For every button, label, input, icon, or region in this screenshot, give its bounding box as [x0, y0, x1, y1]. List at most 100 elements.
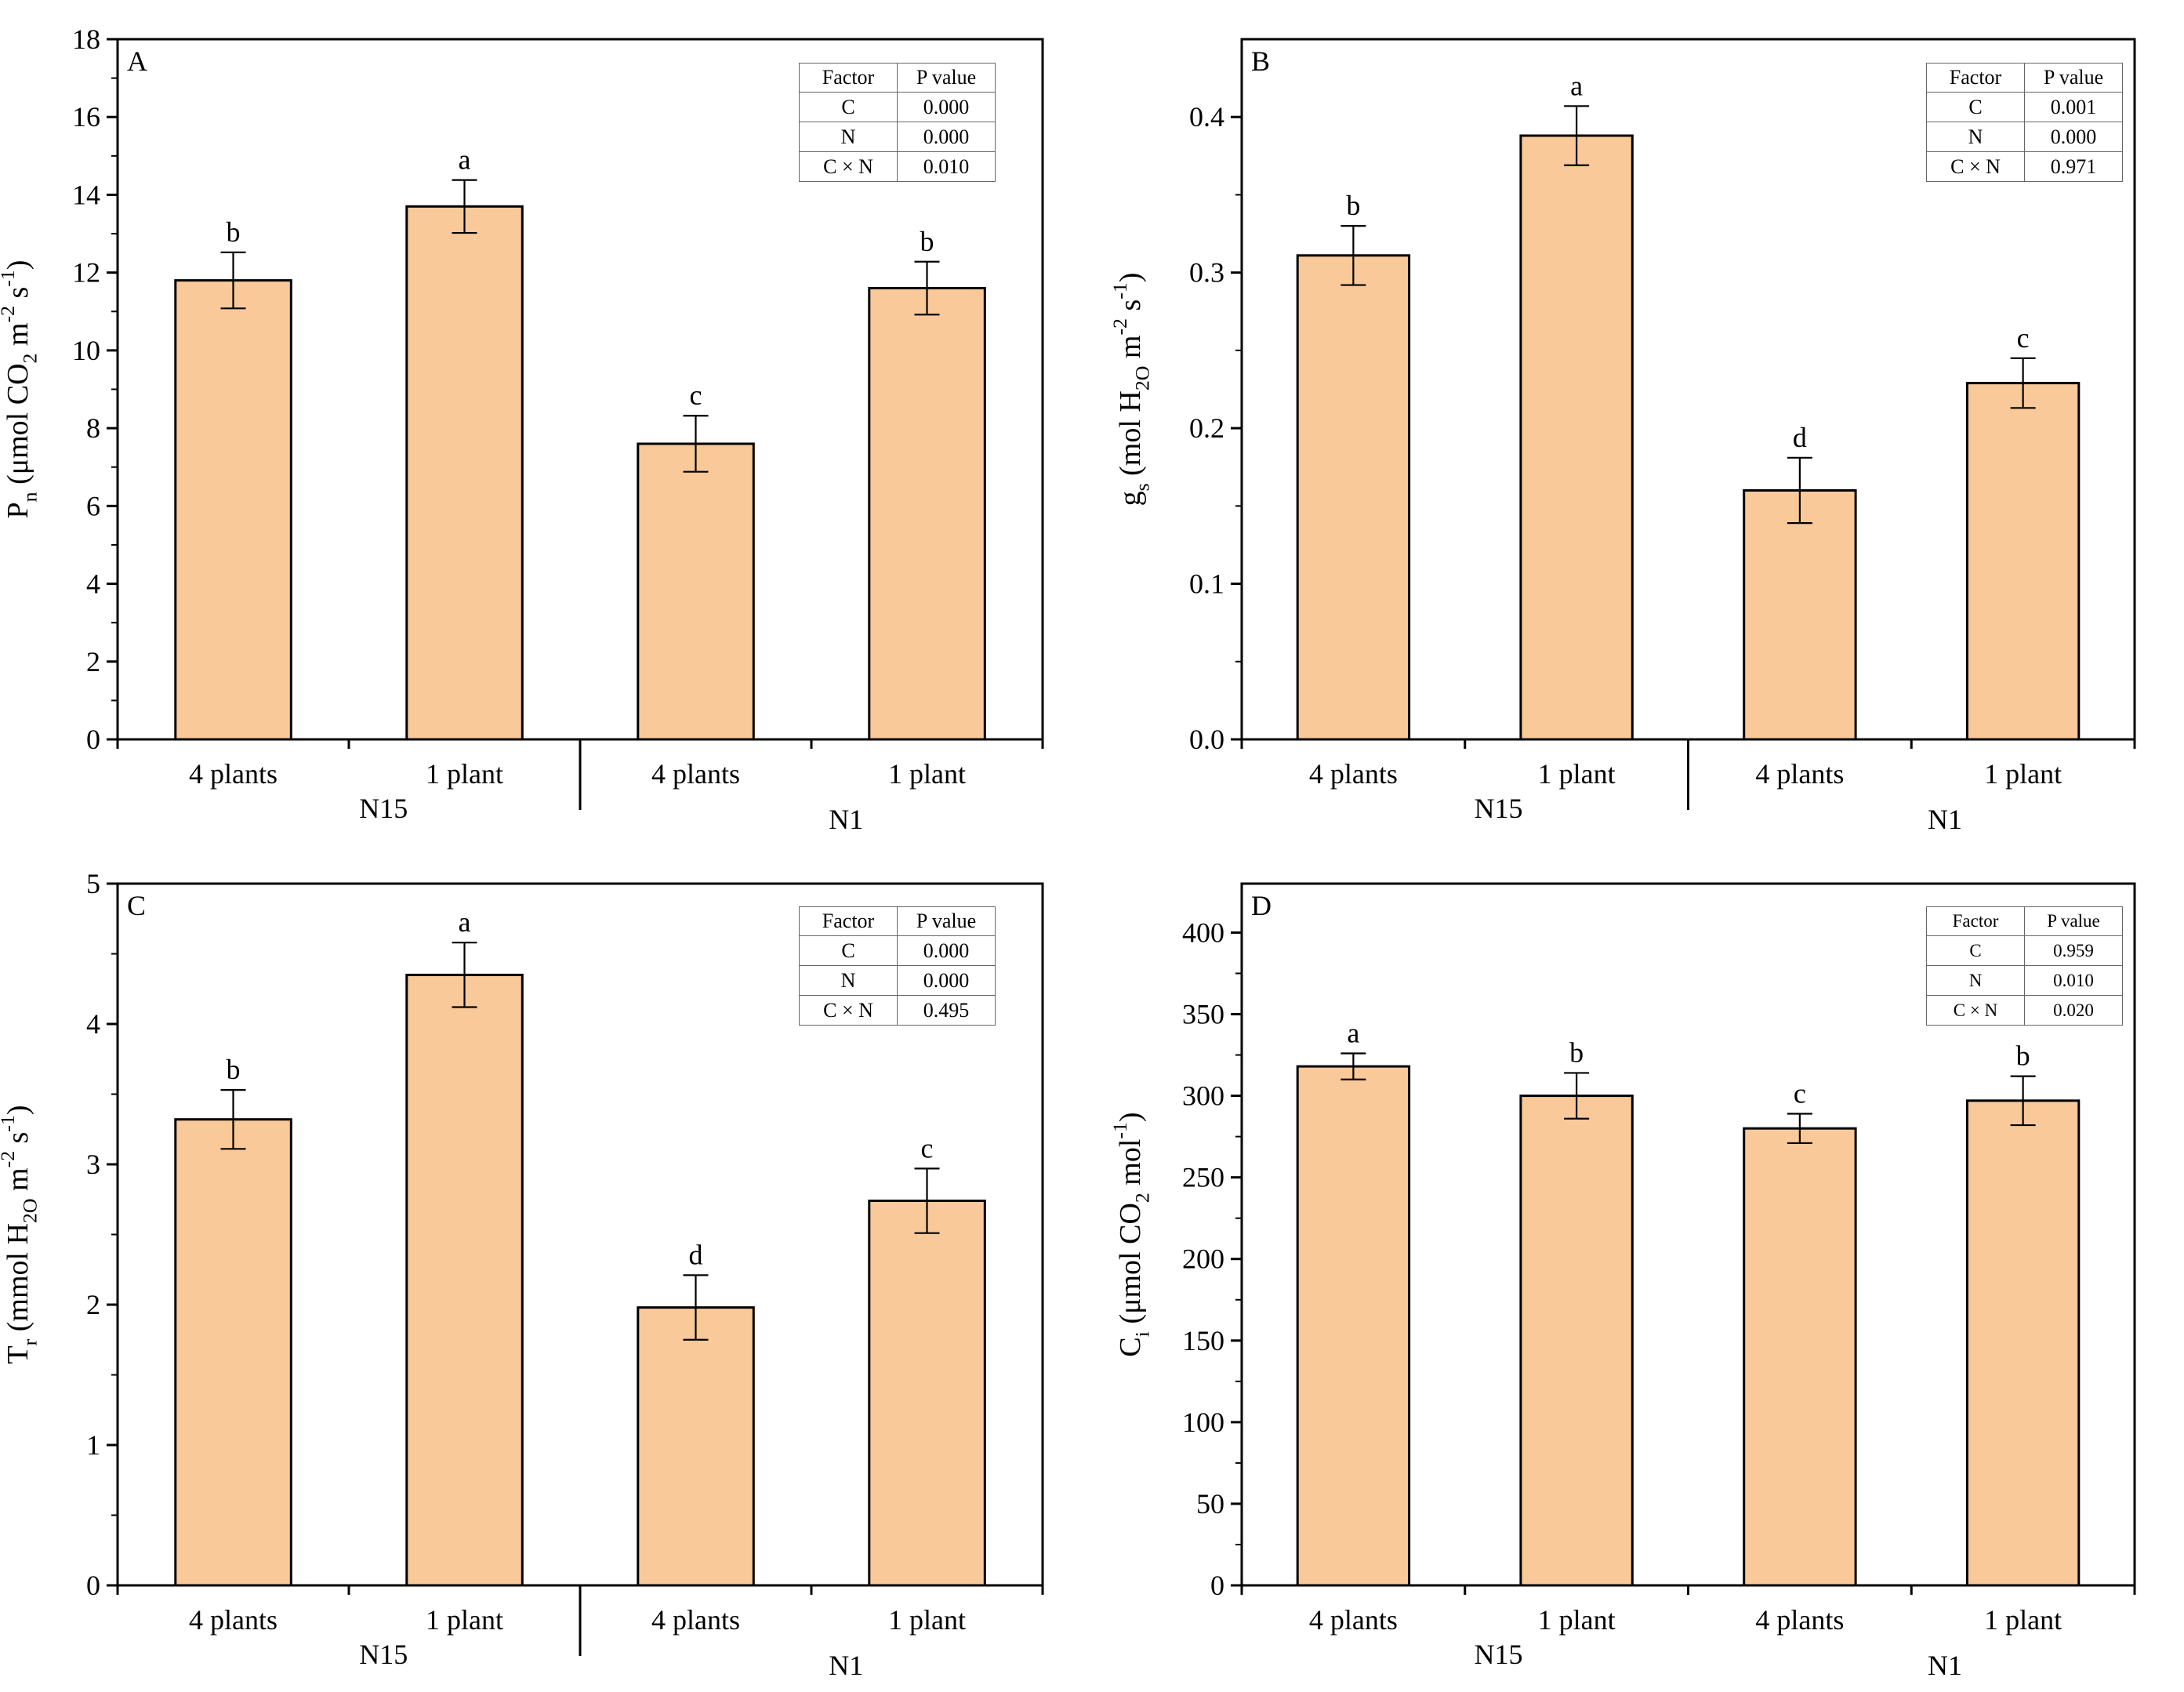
x-category-label: 1 plant [426, 1604, 503, 1636]
y-tick-label: 0.3 [1189, 257, 1224, 289]
significance-letter: b [1569, 1037, 1584, 1068]
bar [1965, 382, 2081, 741]
significance-letter: b [2016, 1040, 2030, 1072]
stats-table-row: N 0.000 [1926, 122, 2123, 152]
x-category-label: 4 plants [651, 1604, 740, 1636]
x-group-label: N1 [1928, 804, 1962, 835]
error-bar [683, 415, 709, 473]
error-bar [1564, 1072, 1590, 1120]
significance-letter: c [1794, 1077, 1806, 1109]
y-tick-label: 200 [1182, 1244, 1224, 1275]
y-tick-label: 1 [86, 1429, 100, 1461]
y-axis-label: Tr (mmol H2O m-2 s-1) [0, 1105, 41, 1363]
error-bar [1787, 456, 1812, 525]
error-bar [914, 260, 940, 316]
stats-table-c: Factor P value C 0.000 N 0.000 C × N 0.495 [799, 906, 996, 1026]
error-bar [220, 251, 246, 310]
significance-letter: b [920, 226, 934, 257]
significance-letter: b [1346, 190, 1360, 221]
stats-table-row: C × N 0.971 [1926, 151, 2123, 182]
bar [1519, 134, 1634, 741]
y-axis-label: gs (mol H2O m-2 s-1) [1108, 273, 1154, 507]
x-category-label: 4 plants [1309, 1604, 1398, 1636]
x-category-label: 1 plant [888, 758, 966, 790]
y-tick-label: 0 [1210, 1570, 1224, 1601]
significance-letter: c [690, 379, 702, 411]
chart-panel-c: b a d c 0 1 2 3 4 5 4 plants 1 plant 4 plants 1 plant… [0, 844, 1092, 1688]
bar [405, 973, 524, 1587]
panel-label: C [127, 890, 146, 921]
bar [1743, 1127, 1857, 1587]
x-category-label: 1 plant [1984, 758, 2062, 790]
chart-panel-b: b a d c 0.0 0.1 0.2 0.3 0.4 4 plants 1 plant 4 plan… [1092, 0, 2184, 844]
chart-c-svg: b a d c 0 1 2 3 4 5 4 plants 1 plant 4 plants 1 plant… [0, 868, 1044, 1681]
panel-label: A [127, 45, 147, 77]
y-tick-label: 6 [86, 490, 100, 521]
chart-a-svg: b a c b 0 2 4 6 8 10 12 14 16 18 4 plants 1 plant 4 plan… [0, 24, 1044, 835]
y-tick-label: 14 [72, 179, 100, 210]
bar [1743, 489, 1857, 741]
y-tick-label: 5 [86, 868, 100, 899]
y-tick-label: 0.0 [1189, 724, 1224, 755]
x-category-label: 1 plant [1538, 758, 1616, 790]
error-bar [683, 1274, 709, 1341]
x-category-label: 4 plants [1309, 758, 1398, 790]
x-group-label: N15 [359, 1639, 408, 1670]
y-tick-label: 2 [86, 646, 100, 677]
error-bar [452, 179, 477, 234]
y-tick-label: 0.2 [1189, 412, 1224, 444]
significance-letter: d [1793, 422, 1807, 453]
chart-panel-d: a b c b 0 50 100 150 200 250 300 350 400 4 plants 1 pl… [1092, 844, 2184, 1688]
y-tick-label: 0.4 [1189, 101, 1224, 133]
error-bar [1341, 225, 1366, 286]
y-tick-label: 18 [72, 24, 100, 55]
y-tick-label: 4 [86, 568, 100, 600]
bar [405, 205, 524, 741]
bar [637, 442, 755, 741]
error-bar [2010, 1075, 2036, 1127]
x-group-label: N1 [829, 1650, 863, 1681]
y-tick-label: 0 [86, 1570, 100, 1601]
error-bar [220, 1089, 246, 1150]
y-tick-label: 300 [1182, 1080, 1224, 1112]
significance-letter: a [459, 906, 471, 938]
chart-d-svg: a b c b 0 50 100 150 200 250 300 350 400 4 plants 1 pl… [1108, 882, 2136, 1681]
y-tick-label: 0 [86, 724, 100, 755]
y-tick-label: 50 [1196, 1488, 1224, 1520]
significance-letter: c [921, 1132, 934, 1164]
x-category-label: 1 plant [888, 1604, 966, 1636]
x-group-label: N1 [829, 804, 863, 835]
error-bar [452, 942, 477, 1008]
stats-table-b: Factor P value C 0.001 N 0.000 C × N 0.971 [1926, 63, 2123, 182]
bar [174, 1118, 292, 1587]
y-tick-label: 250 [1182, 1162, 1224, 1193]
error-bar [1564, 105, 1590, 166]
y-tick-label: 16 [72, 101, 100, 133]
bar [174, 279, 292, 741]
significance-letter: a [1347, 1017, 1359, 1048]
x-group-label: N15 [1474, 793, 1522, 824]
y-tick-label: 8 [86, 412, 100, 444]
y-tick-label: 150 [1182, 1325, 1224, 1356]
significance-letter: a [459, 144, 471, 176]
stats-table-row: N 0.000 [799, 965, 996, 996]
stats-table-row: C 0.000 [799, 935, 996, 966]
x-group-label: N1 [1928, 1650, 1962, 1681]
panel-label: B [1251, 45, 1270, 77]
bar [868, 1200, 986, 1587]
chart-b-svg: b a d c 0.0 0.1 0.2 0.3 0.4 4 plants 1 plant 4 plan… [1108, 38, 2136, 835]
stats-table-row: C 0.959 [1926, 935, 2123, 966]
stats-table-header: Factor P value [1926, 63, 2123, 93]
bar [1296, 1065, 1411, 1587]
bar [1519, 1095, 1634, 1587]
significance-letter: d [689, 1239, 703, 1270]
x-category-label: 1 plant [426, 758, 503, 790]
x-category-label: 4 plants [1755, 1604, 1844, 1636]
stats-table-header: Factor P value [1926, 906, 2123, 936]
y-tick-label: 0.1 [1189, 568, 1224, 600]
bar [1296, 254, 1411, 741]
x-category-label: 4 plants [189, 1604, 278, 1636]
x-group-label: N15 [1474, 1639, 1522, 1670]
x-group-label: N15 [359, 793, 408, 824]
y-tick-label: 400 [1182, 917, 1224, 948]
